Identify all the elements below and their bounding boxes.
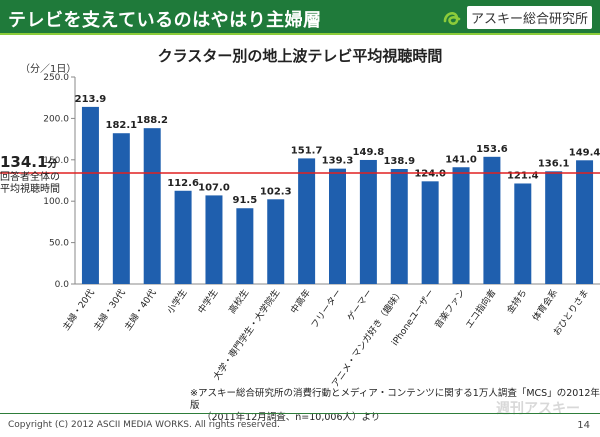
footnote-line1: ※アスキー総合研究所の消費行動とメディア・コンテンツに関する1万人調査「MCS」… xyxy=(190,388,600,411)
copyright: Copyright (C) 2012 ASCII MEDIA WORKS. Al… xyxy=(8,420,280,430)
bar xyxy=(576,160,594,284)
footnote-line2: （2011年12月調査、n=10,006人）より xyxy=(202,412,381,423)
logo: アスキー総合研究所 xyxy=(441,2,592,32)
bar xyxy=(359,159,377,284)
page-title: テレビを支えているのはやはり主婦層 xyxy=(8,10,322,31)
bar-value-label: 107.0 xyxy=(198,182,230,193)
average-number: 134.1 xyxy=(0,153,48,171)
bar xyxy=(514,183,532,284)
bar-value-label: 139.3 xyxy=(322,156,354,167)
bar-value-label: 149.8 xyxy=(353,147,385,158)
y-tick-label: 50.0 xyxy=(49,239,69,249)
bar xyxy=(421,181,439,284)
x-tick-label: 小学生 xyxy=(164,287,189,316)
x-tick-label: 音楽ファン xyxy=(432,287,468,331)
bar-value-label: 121.4 xyxy=(507,170,539,181)
bar xyxy=(112,133,130,284)
bar-value-label: 153.6 xyxy=(476,144,508,155)
header-accent-line xyxy=(0,33,600,35)
footnote: ※アスキー総合研究所の消費行動とメディア・コンテンツに関する1万人調査「MCS」… xyxy=(190,388,600,424)
bar-value-label: 188.2 xyxy=(136,115,168,126)
average-label-line2: 平均視聴時間 xyxy=(0,184,60,195)
watermark: 週刊アスキー xyxy=(496,401,580,417)
bar-value-label: 151.7 xyxy=(291,145,323,156)
bar-value-label: 91.5 xyxy=(233,195,258,206)
logo-text: アスキー総合研究所 xyxy=(466,5,592,29)
x-tick-label: フリーター xyxy=(309,287,344,330)
bar-value-label: 112.6 xyxy=(167,178,199,189)
average-value: 134.1分 xyxy=(0,153,60,171)
bar xyxy=(267,199,285,284)
bar xyxy=(236,208,254,284)
footer-divider xyxy=(0,413,600,414)
y-tick-label: 0.0 xyxy=(55,280,70,290)
x-tick-label: 主婦・20代 xyxy=(60,287,97,333)
bar xyxy=(390,168,408,284)
x-tick-label: 大学・専門学生・大学院生 xyxy=(210,287,282,382)
x-tick-label: 高校生 xyxy=(226,287,251,316)
x-tick-label: 体育会系 xyxy=(530,287,560,323)
bar xyxy=(205,195,223,284)
y-tick-label: 100.0 xyxy=(43,197,69,207)
x-tick-label: エコ指向者 xyxy=(463,287,499,331)
bar-value-label: 124.0 xyxy=(414,168,446,179)
bar xyxy=(329,168,346,284)
x-tick-label: 中学生 xyxy=(195,287,220,316)
bar xyxy=(174,190,192,284)
bar xyxy=(452,167,470,284)
y-tick-label: 200.0 xyxy=(43,114,69,124)
average-callout: 134.1分 回答者全体の 平均視聴時間 xyxy=(0,153,60,195)
bar xyxy=(545,171,563,284)
average-label-line1: 回答者全体の xyxy=(0,172,60,183)
chart-title: クラスター別の地上波テレビ平均視聴時間 xyxy=(157,47,443,65)
x-tick-label: 金持ち xyxy=(504,287,529,316)
bar-value-label: 136.1 xyxy=(538,158,570,169)
bar-value-label: 102.3 xyxy=(260,186,292,197)
x-tick-label: 中高年 xyxy=(288,287,313,316)
average-unit: 分 xyxy=(47,159,58,170)
bar xyxy=(298,158,316,284)
bar-value-label: 182.1 xyxy=(106,120,138,131)
bar-value-label: 138.9 xyxy=(383,156,415,167)
logo-mark-icon xyxy=(443,12,461,25)
y-tick-label: 250.0 xyxy=(43,73,69,83)
y-axis-unit-label: （分／1日） xyxy=(20,64,77,75)
bar xyxy=(81,106,99,284)
bar xyxy=(483,156,501,284)
x-tick-label: ゲーマー xyxy=(344,287,374,323)
bar xyxy=(143,128,161,284)
page-number: 14 xyxy=(577,420,590,431)
header-bar: テレビを支えているのはやはり主婦層 アスキー総合研究所 xyxy=(0,0,600,33)
bar-value-label: 213.9 xyxy=(75,94,107,105)
y-tick-label: 150.0 xyxy=(43,156,69,166)
bar-value-label: 141.0 xyxy=(445,154,477,165)
bar-value-label: 149.4 xyxy=(569,147,600,158)
